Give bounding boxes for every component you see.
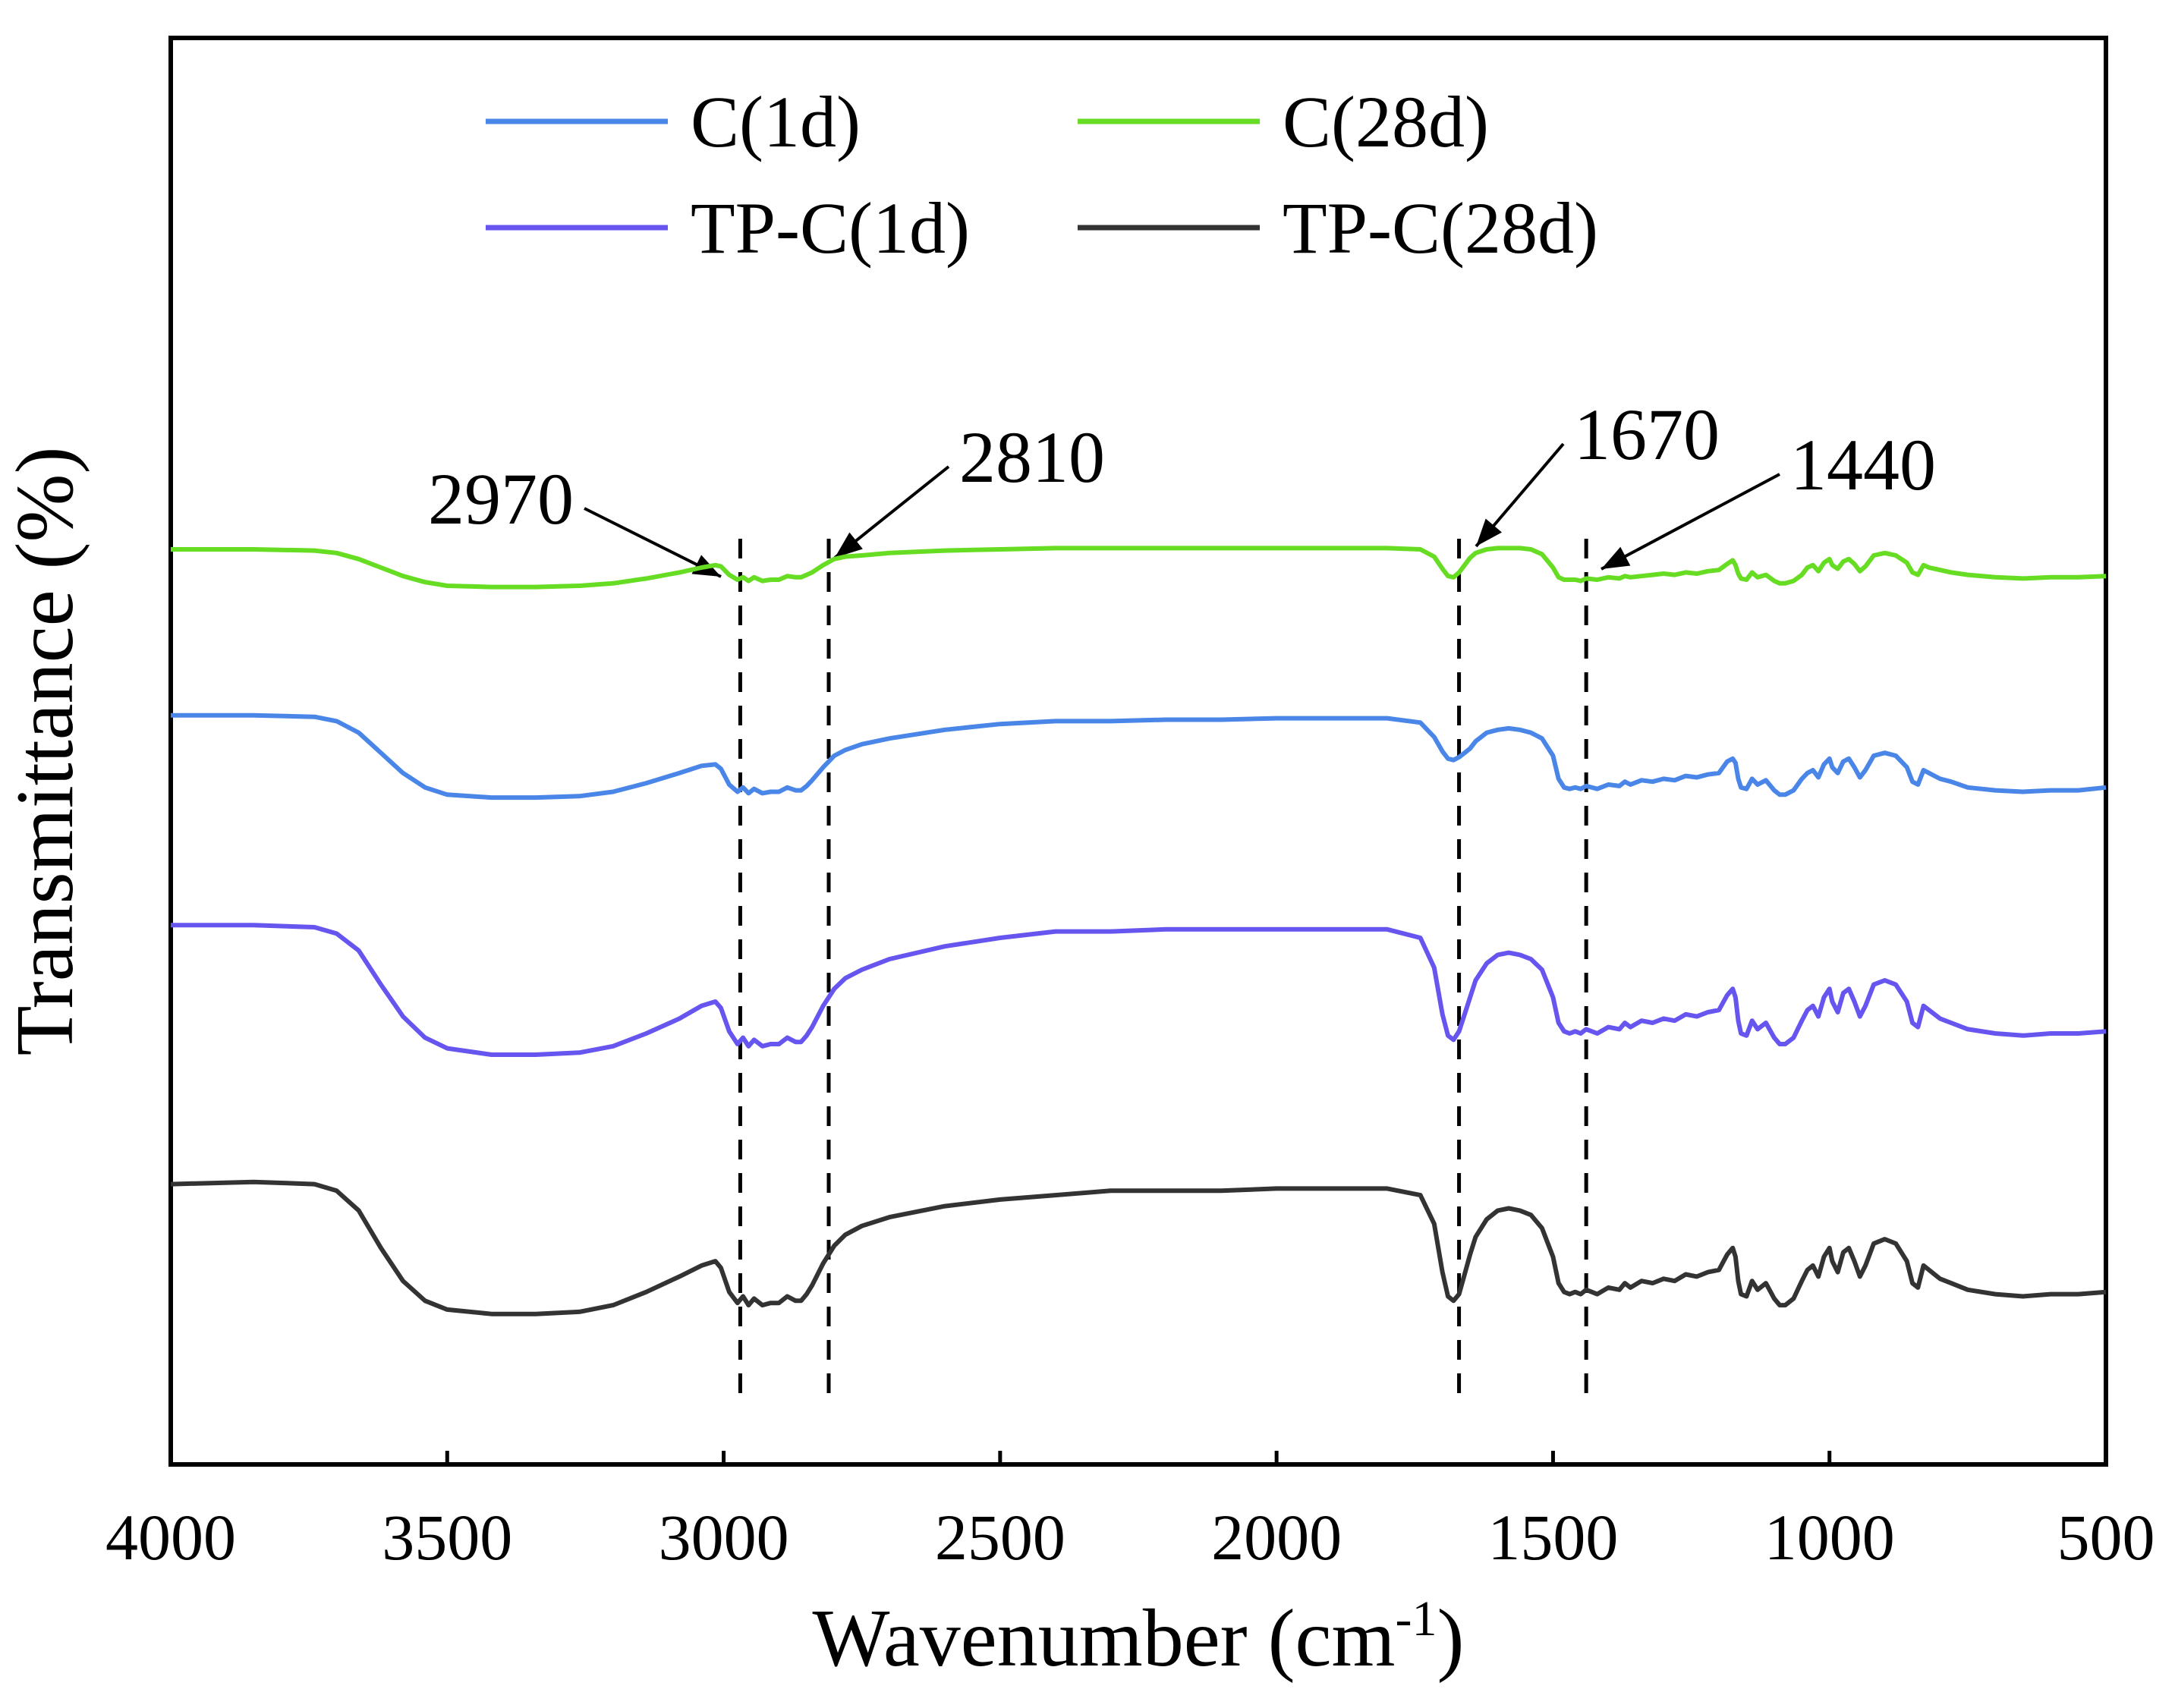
legend-label-c-28d-: C(28d) [1283, 81, 1489, 162]
series-line-tp-c-1d- [171, 923, 2107, 1057]
series-line-c-1d- [171, 712, 2107, 801]
x-axis-title: Wavenumber (cm-1) [813, 1591, 1465, 1684]
x-tick-label: 2500 [935, 1501, 1065, 1574]
annot-arrow-line-1440 [1601, 473, 1780, 571]
x-tick-label: 1500 [1487, 1501, 1618, 1574]
annot-label-1670: 1670 [1574, 394, 1720, 475]
x-tick-label: 3500 [382, 1501, 512, 1574]
legend-label-tp-c-1d-: TP-C(1d) [691, 187, 970, 269]
legend-label-tp-c-28d-: TP-C(28d) [1283, 187, 1598, 269]
annot-label-2970: 2970 [428, 458, 574, 539]
x-tick-label: 4000 [105, 1501, 236, 1574]
y-axis-title: Transmittance (%) [0, 447, 90, 1056]
annot-arrow-head-1670 [1476, 518, 1503, 546]
annot-arrow-head-1440 [1601, 546, 1631, 569]
x-tick-label: 500 [2057, 1501, 2155, 1574]
x-tick-label: 3000 [659, 1501, 789, 1574]
x-axis-ticks: 4000 3500 3000 2500 2000 1500 1000 500 [105, 1451, 2155, 1574]
series-line-tp-c-28d- [170, 1179, 2107, 1316]
annotations: 2970 2810 1670 1440 [428, 394, 1936, 1396]
series-group [170, 546, 2107, 1316]
legend: C(1d) C(28d) TP-C(1d) TP-C(28d) [486, 81, 1598, 269]
series-line-c-28d- [171, 546, 2107, 590]
annot-label-1440: 1440 [1790, 424, 1936, 505]
annot-label-2810: 2810 [959, 417, 1105, 498]
x-tick-label: 2000 [1211, 1501, 1342, 1574]
x-tick-label: 1000 [1764, 1501, 1895, 1574]
plot-frame [168, 36, 2108, 1467]
legend-label-c-1d-: C(1d) [691, 81, 861, 162]
annot-arrow-head-2810 [835, 532, 863, 558]
